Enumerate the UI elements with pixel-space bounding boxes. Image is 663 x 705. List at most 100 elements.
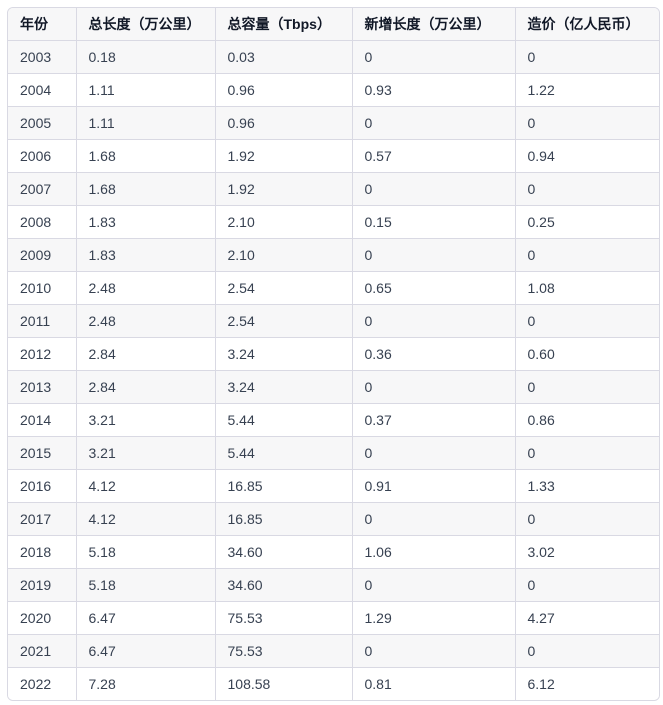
table-row: 2016 4.12 16.85 0.91 1.33 [8,469,659,503]
cell-total-capacity: 75.53 [215,601,353,635]
table-row: 2015 3.21 5.44 0 0 [8,436,659,470]
cell-year: 2016 [8,469,77,503]
cell-new-length: 0 [352,634,516,668]
cell-new-length: 0 [352,502,516,536]
cell-cost: 0 [515,304,659,338]
cell-new-length: 1.29 [352,601,516,635]
cell-total-length: 1.11 [76,73,216,107]
cell-total-capacity: 34.60 [215,568,353,602]
cell-cost: 0 [515,568,659,602]
cell-new-length: 1.06 [352,535,516,569]
cell-cost: 3.02 [515,535,659,569]
cell-cost: 1.22 [515,73,659,107]
cell-total-capacity: 75.53 [215,634,353,668]
cell-year: 2021 [8,634,77,668]
table-body: 2003 0.18 0.03 0 0 2004 1.11 0.96 0.93 1.22 2005 1.… [8,40,659,700]
cell-total-capacity: 2.54 [215,304,353,338]
cell-total-capacity: 0.03 [215,40,353,74]
cell-new-length: 0.15 [352,205,516,239]
cell-total-capacity: 0.96 [215,106,353,140]
cell-new-length: 0 [352,568,516,602]
table-row: 2004 1.11 0.96 0.93 1.22 [8,73,659,107]
cell-total-capacity: 2.54 [215,271,353,305]
cell-year: 2004 [8,73,77,107]
cell-cost: 0.25 [515,205,659,239]
table-row: 2009 1.83 2.10 0 0 [8,238,659,272]
cell-cost: 0 [515,634,659,668]
cell-cost: 0 [515,40,659,74]
cell-total-length: 7.28 [76,667,216,700]
table-row: 2014 3.21 5.44 0.37 0.86 [8,403,659,437]
cell-year: 2013 [8,370,77,404]
cell-total-length: 3.21 [76,403,216,437]
data-table: 年份 总长度（万公里） 总容量（Tbps） 新增长度（万公里） 造价（亿人民币）… [8,8,659,700]
cell-cost: 1.08 [515,271,659,305]
cell-total-capacity: 3.24 [215,337,353,371]
cell-new-length: 0 [352,238,516,272]
cell-total-length: 6.47 [76,601,216,635]
table-row: 2011 2.48 2.54 0 0 [8,304,659,338]
cell-total-capacity: 34.60 [215,535,353,569]
cell-year: 2018 [8,535,77,569]
header-new-length: 新增长度（万公里） [352,8,516,41]
table-row: 2006 1.68 1.92 0.57 0.94 [8,139,659,173]
cell-total-length: 2.48 [76,304,216,338]
table-row: 2012 2.84 3.24 0.36 0.60 [8,337,659,371]
cell-total-length: 5.18 [76,535,216,569]
cell-year: 2012 [8,337,77,371]
cell-total-length: 3.21 [76,436,216,470]
cell-cost: 0 [515,436,659,470]
cell-new-length: 0.36 [352,337,516,371]
cell-year: 2006 [8,139,77,173]
table-row: 2020 6.47 75.53 1.29 4.27 [8,601,659,635]
cell-new-length: 0.57 [352,139,516,173]
cell-cost: 0 [515,502,659,536]
cell-total-length: 1.83 [76,238,216,272]
cell-new-length: 0 [352,436,516,470]
cell-year: 2007 [8,172,77,206]
table-row: 2007 1.68 1.92 0 0 [8,172,659,206]
cell-total-capacity: 3.24 [215,370,353,404]
cell-total-length: 2.48 [76,271,216,305]
cell-total-capacity: 16.85 [215,469,353,503]
cell-cost: 1.33 [515,469,659,503]
cell-total-capacity: 1.92 [215,139,353,173]
cell-total-capacity: 5.44 [215,436,353,470]
header-total-capacity: 总容量（Tbps） [215,8,353,41]
cell-new-length: 0.37 [352,403,516,437]
cell-total-capacity: 0.96 [215,73,353,107]
cell-total-length: 4.12 [76,469,216,503]
cell-total-capacity: 2.10 [215,238,353,272]
table-row: 2017 4.12 16.85 0 0 [8,502,659,536]
cell-year: 2017 [8,502,77,536]
header-year: 年份 [8,8,77,41]
cell-year: 2010 [8,271,77,305]
cell-cost: 6.12 [515,667,659,700]
cell-total-length: 4.12 [76,502,216,536]
cell-cost: 0 [515,238,659,272]
cell-total-capacity: 108.58 [215,667,353,700]
cell-total-length: 1.68 [76,139,216,173]
cell-new-length: 0 [352,106,516,140]
cell-new-length: 0 [352,40,516,74]
table-row: 2018 5.18 34.60 1.06 3.02 [8,535,659,569]
cell-new-length: 0 [352,304,516,338]
cell-total-length: 6.47 [76,634,216,668]
cell-cost: 4.27 [515,601,659,635]
cell-year: 2022 [8,667,77,700]
cell-total-capacity: 16.85 [215,502,353,536]
cell-year: 2015 [8,436,77,470]
table-row: 2013 2.84 3.24 0 0 [8,370,659,404]
cell-cost: 0.86 [515,403,659,437]
cell-year: 2003 [8,40,77,74]
cell-total-length: 1.83 [76,205,216,239]
cell-total-length: 0.18 [76,40,216,74]
header-total-length: 总长度（万公里） [76,8,216,41]
table-row: 2022 7.28 108.58 0.81 6.12 [8,667,659,700]
cell-total-length: 1.11 [76,106,216,140]
cell-new-length: 0.91 [352,469,516,503]
cell-total-capacity: 2.10 [215,205,353,239]
cell-year: 2011 [8,304,77,338]
cell-total-length: 5.18 [76,568,216,602]
cell-new-length: 0.65 [352,271,516,305]
